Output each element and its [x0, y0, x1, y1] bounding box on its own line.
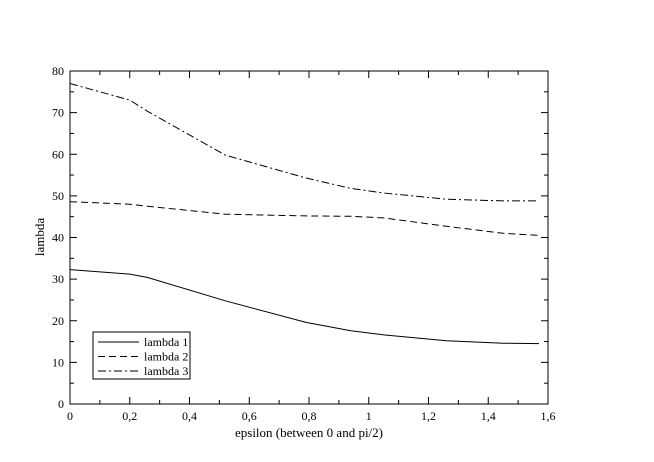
series-line-1: [69, 269, 540, 345]
x-tick-label: 1: [366, 409, 372, 423]
series-line-3: [69, 83, 539, 202]
y-tick-label: 10: [52, 355, 64, 369]
x-tick-label: 1,4: [481, 409, 496, 423]
legend-label-1: lambda 1: [144, 335, 188, 349]
x-tick-label: 1,6: [541, 409, 556, 423]
legend-box: [92, 331, 191, 380]
y-axis-label: lambda: [32, 218, 47, 256]
x-tick-label: 0,6: [242, 409, 257, 423]
y-tick-label: 40: [52, 231, 64, 245]
y-tick-label: 50: [52, 189, 64, 203]
y-tick-label: 0: [58, 397, 64, 411]
y-tick-label: 60: [52, 147, 64, 161]
x-tick-label: 0: [67, 409, 73, 423]
y-tick-label: 80: [52, 64, 64, 78]
legend-label-3: lambda 3: [144, 364, 188, 378]
legend-label-2: lambda 2: [144, 350, 188, 364]
y-axis-ticks: 0 10 20 30 40 50 60 70 80: [52, 64, 548, 411]
x-axis-ticks: 0 0,2 0,4 0,6 0,8 1 1,2 1,4 1,6: [67, 71, 556, 423]
series-line-2: [69, 201, 540, 236]
y-tick-label: 70: [52, 106, 64, 120]
x-tick-label: 1,2: [421, 409, 436, 423]
x-tick-label: 0,4: [182, 409, 197, 423]
x-tick-label: 0,8: [302, 409, 317, 423]
y-tick-label: 30: [52, 272, 64, 286]
series-layer: [69, 83, 540, 345]
y-tick-label: 20: [52, 314, 64, 328]
x-axis-label: epsilon (between 0 and pi/2): [235, 425, 383, 440]
x-tick-label: 0,2: [122, 409, 137, 423]
